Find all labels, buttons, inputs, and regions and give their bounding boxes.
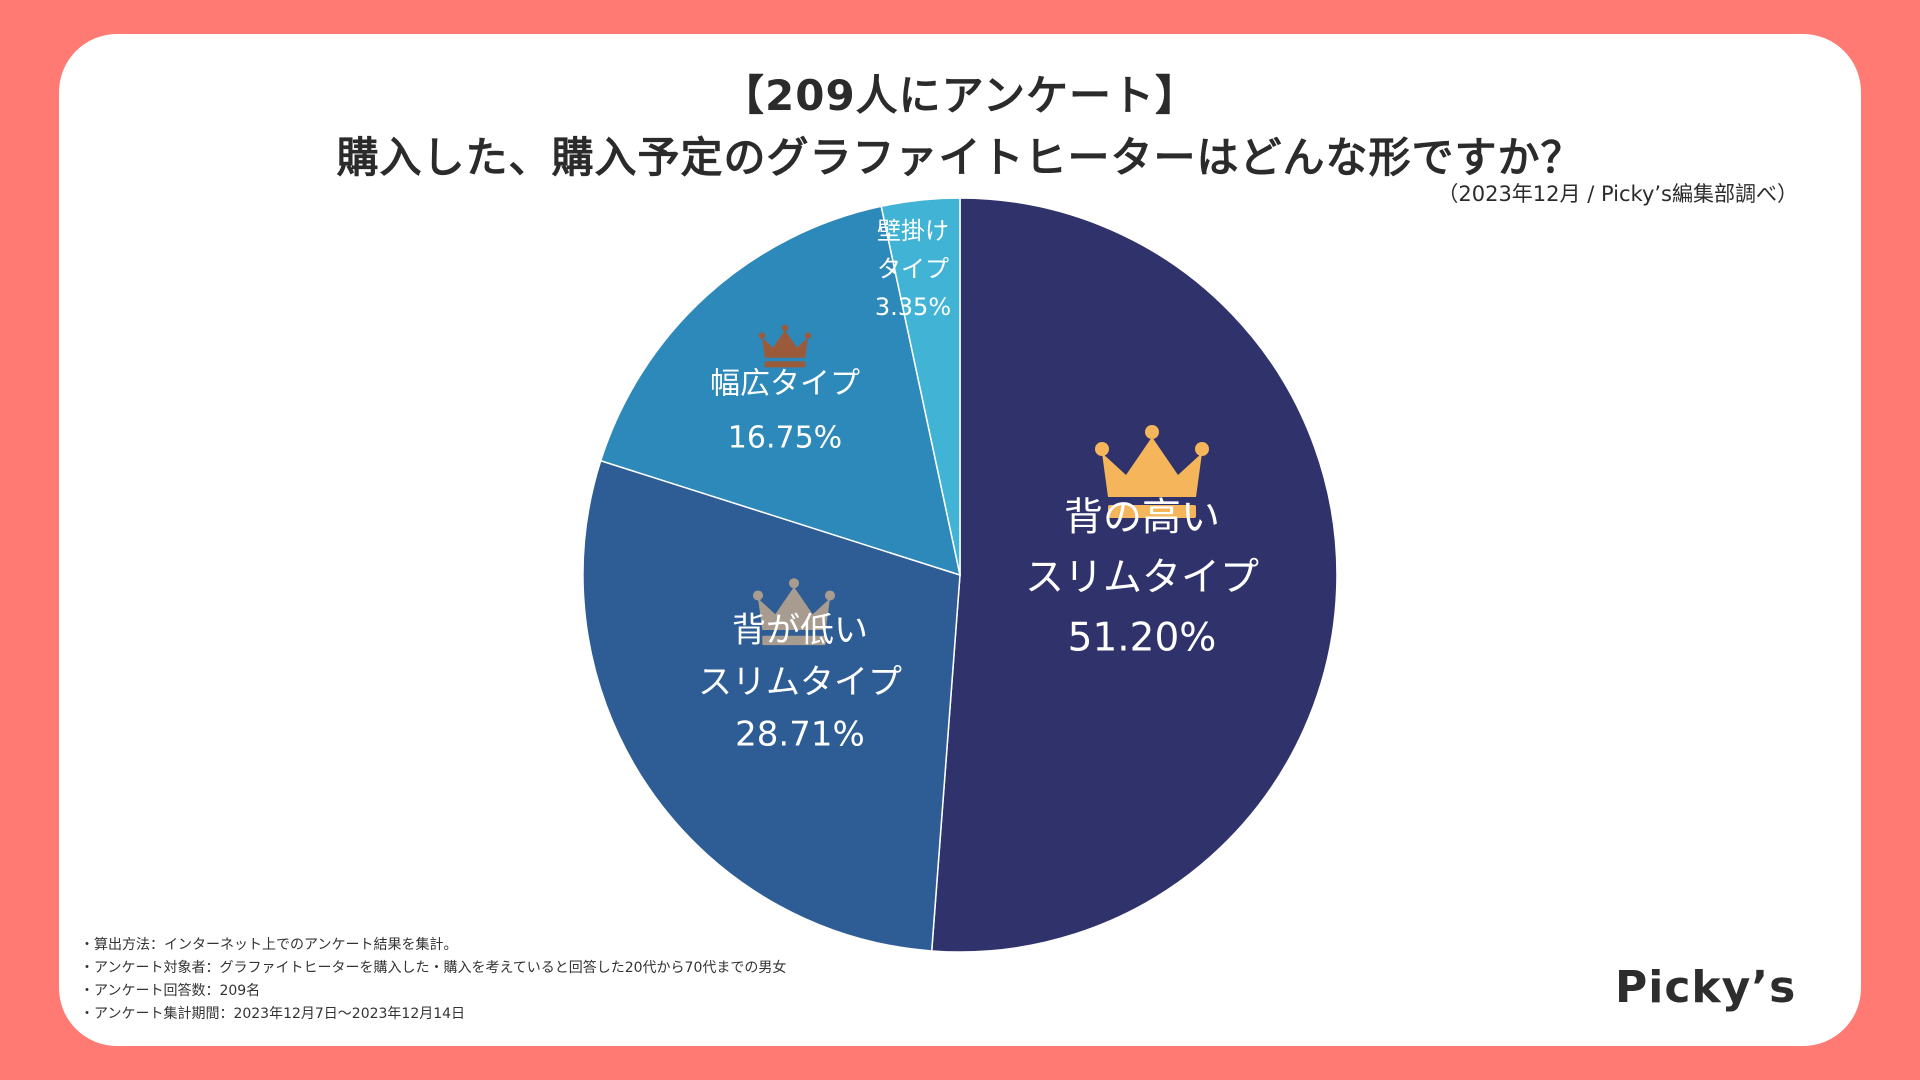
- survey-notes: ・算出方法：インターネット上でのアンケート結果を集計。 ・アンケート対象者：グラ…: [80, 934, 786, 1026]
- slice-label-2-line-1: 背が低い: [732, 611, 868, 651]
- slice-label-1-line-2: スリムタイプ: [1025, 556, 1259, 601]
- pie-slice-2: [582, 459, 961, 952]
- pie-slice-1: [930, 197, 1338, 953]
- note-respondents: ・アンケート回答数：209名: [80, 983, 261, 999]
- pie-slice-3: [599, 205, 962, 577]
- slice-label-2-line-2: スリムタイプ: [698, 663, 902, 703]
- chart-title-line2: 購入した、購入予定のグラファイトヒーターはどんな形ですか？: [336, 133, 1584, 182]
- note-period: ・アンケート集計期間：2023年12月7日〜2023年12月14日: [80, 1006, 466, 1022]
- crown-icon-rank-3: [758, 324, 812, 368]
- slice-value-label-4: 3.35%: [875, 293, 951, 321]
- chart-title-line1: 【209人にアンケート】: [722, 71, 1198, 120]
- slice-value-label-1: 51.20%: [1068, 616, 1217, 661]
- slice-label-1-line-1: 背の高い: [1064, 496, 1220, 541]
- crown-icon-rank-1: [1095, 425, 1209, 518]
- brand-logo: Picky’s: [1615, 962, 1797, 1013]
- slice-label-4-line-1: 壁掛け: [877, 217, 949, 245]
- chart-subtitle: （2023年12月 / Picky’s編集部調べ）: [1437, 182, 1798, 206]
- note-method: ・算出方法：インターネット上でのアンケート結果を集計。: [80, 937, 458, 953]
- crown-icon-rank-2: [752, 578, 836, 646]
- note-target: ・アンケート対象者：グラファイトヒーターを購入した・購入を考えていると回答した2…: [80, 960, 787, 976]
- slice-value-label-3: 16.75%: [728, 421, 842, 456]
- pie-slice-4: [880, 197, 961, 576]
- slice-value-label-2: 28.71%: [735, 715, 865, 755]
- slice-label-4-line-2: タイプ: [877, 255, 949, 283]
- slice-label-3-line-1: 幅広タイプ: [710, 367, 860, 402]
